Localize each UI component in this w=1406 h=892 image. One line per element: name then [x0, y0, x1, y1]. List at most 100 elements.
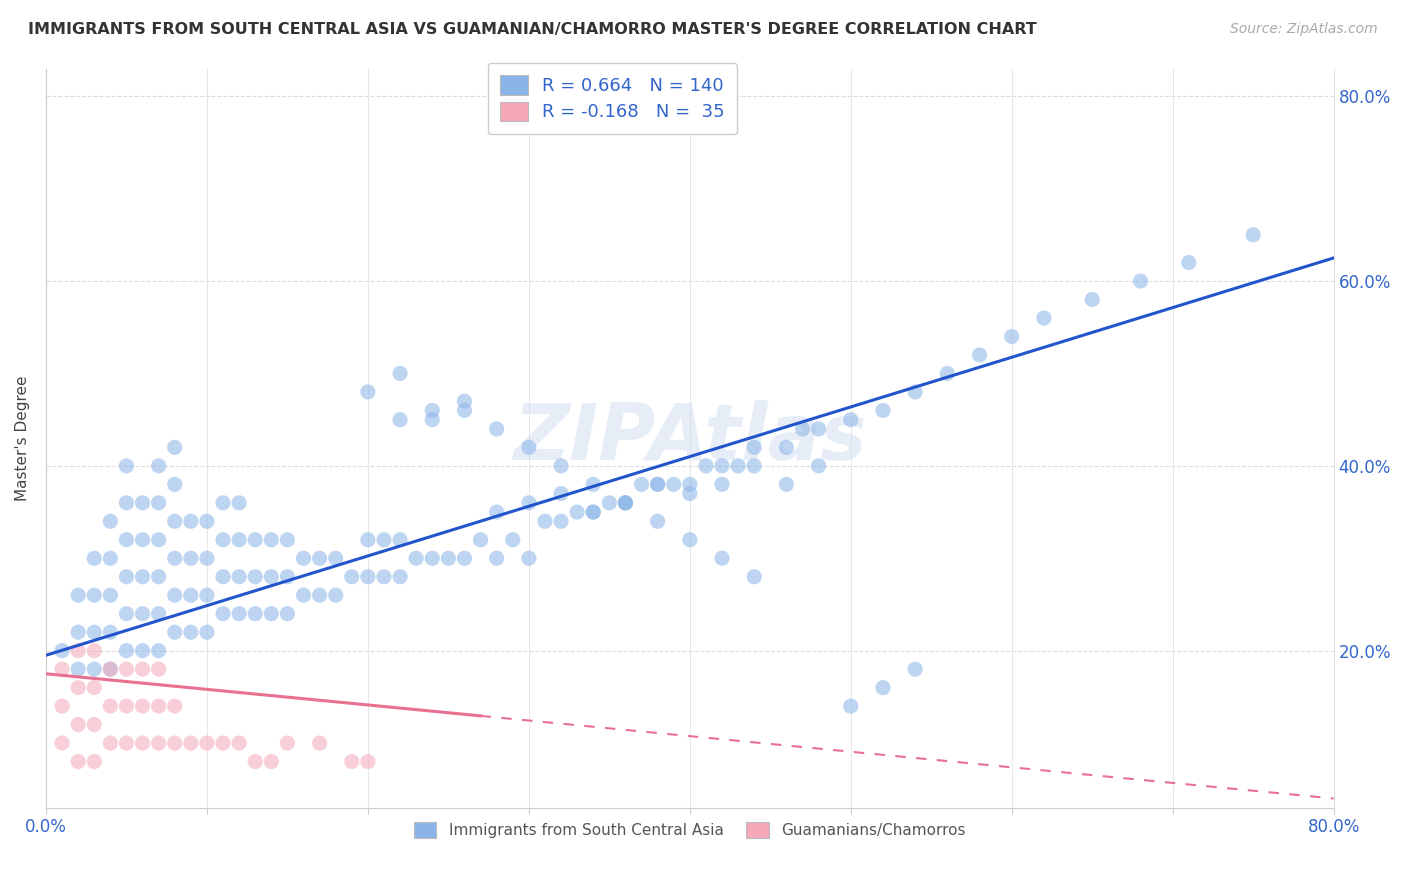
Point [83, 625, 105, 640]
Point [163, 477, 186, 491]
Point [325, 588, 347, 602]
Point [614, 496, 637, 510]
Point [453, 403, 475, 417]
Point [357, 384, 380, 399]
Point [872, 681, 894, 695]
Text: IMMIGRANTS FROM SOUTH CENTRAL ASIA VS GUAMANIAN/CHAMORRO MASTER'S DEGREE CORRELA: IMMIGRANTS FROM SOUTH CENTRAL ASIA VS GU… [28, 22, 1036, 37]
Point [485, 422, 508, 436]
Point [212, 607, 235, 621]
Point [83, 717, 105, 731]
Point [647, 477, 669, 491]
Point [245, 755, 267, 769]
Point [420, 551, 443, 566]
Point [502, 533, 524, 547]
Point [212, 570, 235, 584]
Point [148, 662, 170, 676]
Point [98, 662, 121, 676]
Point [517, 496, 540, 510]
Point [163, 588, 186, 602]
Point [711, 551, 734, 566]
Point [180, 514, 202, 528]
Point [711, 458, 734, 473]
Point [163, 699, 186, 714]
Point [67, 755, 90, 769]
Point [67, 717, 90, 731]
Point [969, 348, 991, 362]
Y-axis label: Master's Degree: Master's Degree [15, 376, 30, 501]
Point [453, 551, 475, 566]
Point [485, 505, 508, 519]
Point [470, 533, 492, 547]
Point [276, 570, 298, 584]
Point [148, 643, 170, 657]
Point [276, 533, 298, 547]
Text: ZIPAtlas: ZIPAtlas [513, 401, 866, 476]
Text: Source: ZipAtlas.com: Source: ZipAtlas.com [1230, 22, 1378, 37]
Point [727, 458, 749, 473]
Point [373, 533, 395, 547]
Point [51, 662, 73, 676]
Point [195, 588, 218, 602]
Point [83, 551, 105, 566]
Point [614, 496, 637, 510]
Point [131, 643, 153, 657]
Point [420, 403, 443, 417]
Point [148, 496, 170, 510]
Point [1032, 311, 1054, 326]
Point [180, 588, 202, 602]
Point [695, 458, 717, 473]
Point [228, 736, 250, 750]
Point [98, 662, 121, 676]
Point [195, 551, 218, 566]
Point [679, 486, 702, 500]
Point [550, 458, 572, 473]
Point [163, 625, 186, 640]
Point [131, 570, 153, 584]
Point [115, 699, 138, 714]
Point [308, 551, 330, 566]
Point [260, 570, 283, 584]
Point [67, 588, 90, 602]
Point [115, 458, 138, 473]
Point [550, 514, 572, 528]
Point [276, 736, 298, 750]
Point [453, 394, 475, 409]
Point [389, 533, 412, 547]
Point [582, 505, 605, 519]
Point [180, 551, 202, 566]
Point [839, 699, 862, 714]
Point [1241, 227, 1264, 242]
Point [83, 588, 105, 602]
Point [131, 699, 153, 714]
Point [83, 681, 105, 695]
Point [598, 496, 620, 510]
Point [517, 551, 540, 566]
Point [163, 514, 186, 528]
Point [437, 551, 460, 566]
Point [83, 643, 105, 657]
Point [115, 570, 138, 584]
Point [228, 533, 250, 547]
Point [389, 570, 412, 584]
Point [775, 477, 797, 491]
Point [195, 736, 218, 750]
Point [389, 412, 412, 426]
Point [373, 570, 395, 584]
Point [228, 607, 250, 621]
Point [245, 570, 267, 584]
Point [67, 643, 90, 657]
Point [83, 662, 105, 676]
Point [148, 736, 170, 750]
Point [742, 458, 765, 473]
Point [67, 662, 90, 676]
Point [582, 505, 605, 519]
Point [115, 533, 138, 547]
Point [163, 736, 186, 750]
Point [51, 736, 73, 750]
Point [839, 412, 862, 426]
Point [276, 607, 298, 621]
Point [340, 570, 363, 584]
Point [420, 412, 443, 426]
Point [292, 551, 315, 566]
Point [775, 441, 797, 455]
